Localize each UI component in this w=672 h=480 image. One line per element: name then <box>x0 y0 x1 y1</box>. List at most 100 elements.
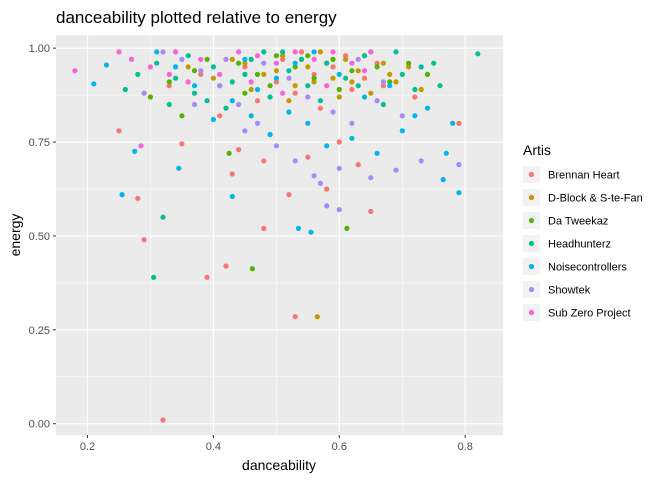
point-sub-zero-project <box>361 68 368 74</box>
point-brennan-heart <box>160 417 166 423</box>
point-d-block-s-te-fan <box>355 68 361 74</box>
point-da-tweekaz <box>249 266 255 272</box>
point-d-block-s-te-fan <box>368 90 374 96</box>
point-d-block-s-te-fan <box>210 75 216 81</box>
point-noisecontrollers <box>450 120 456 126</box>
point-brennan-heart <box>135 195 141 201</box>
point-d-block-s-te-fan <box>330 75 336 81</box>
point-noisecontrollers <box>305 120 311 126</box>
point-noisecontrollers <box>440 177 446 183</box>
point-d-block-s-te-fan <box>387 71 393 77</box>
point-showtek <box>261 60 267 66</box>
legend-key-da-tweekaz <box>528 217 535 224</box>
point-d-block-s-te-fan <box>248 86 254 93</box>
point-noisecontrollers <box>267 131 273 138</box>
point-da-tweekaz <box>204 56 210 63</box>
point-brennan-heart <box>217 113 223 119</box>
point-brennan-heart <box>141 237 147 243</box>
point-brennan-heart <box>166 83 172 89</box>
point-headhunterz <box>173 75 179 81</box>
x-tick-label: 0.2 <box>80 441 95 453</box>
point-da-tweekaz <box>191 68 198 74</box>
point-noisecontrollers <box>399 128 405 134</box>
point-headhunterz <box>418 64 424 70</box>
point-sub-zero-project <box>185 79 191 85</box>
point-d-block-s-te-fan <box>349 79 355 85</box>
point-brennan-heart <box>223 263 229 269</box>
point-headhunterz <box>361 53 368 59</box>
point-headhunterz <box>412 86 418 93</box>
point-showtek <box>349 120 355 126</box>
point-showtek <box>324 203 330 209</box>
point-brennan-heart <box>261 158 267 164</box>
point-d-block-s-te-fan <box>311 79 317 85</box>
point-d-block-s-te-fan <box>317 49 323 55</box>
point-showtek <box>141 90 147 96</box>
legend-label-d-block-s-te-fan: D-Block & S-te-Fan <box>548 193 643 205</box>
legend-label-showtek: Showtek <box>548 285 591 297</box>
point-noisecontrollers <box>308 229 314 235</box>
legend-key-sub-zero-project <box>528 309 535 316</box>
legend-label-noisecontrollers: Noisecontrollers <box>548 262 627 274</box>
point-noisecontrollers <box>210 116 216 123</box>
point-noisecontrollers <box>387 83 393 89</box>
point-brennan-heart <box>273 79 279 85</box>
legend-key-brennan-heart <box>528 171 535 178</box>
point-noisecontrollers <box>292 60 298 66</box>
point-sub-zero-project <box>147 64 153 70</box>
point-showtek <box>254 120 261 126</box>
legend-key-noisecontrollers <box>528 263 535 270</box>
point-headhunterz <box>393 49 399 55</box>
point-brennan-heart <box>361 75 368 81</box>
point-brennan-heart <box>317 105 323 111</box>
point-headhunterz <box>154 60 160 66</box>
point-showtek <box>179 56 185 63</box>
point-d-block-s-te-fan <box>336 94 342 100</box>
point-sub-zero-project <box>349 60 355 66</box>
point-headhunterz <box>305 83 311 89</box>
point-headhunterz <box>185 53 191 59</box>
point-d-block-s-te-fan <box>185 64 191 70</box>
point-brennan-heart <box>311 71 317 77</box>
point-headhunterz <box>191 90 198 96</box>
y-tick-label: 1.00 <box>29 43 50 55</box>
legend-key-headhunterz <box>528 240 535 247</box>
x-tick-label: 0.4 <box>206 441 221 453</box>
point-brennan-heart <box>412 94 418 100</box>
point-da-tweekaz <box>273 53 279 59</box>
point-showtek <box>418 158 424 164</box>
point-da-tweekaz <box>344 225 350 231</box>
point-headhunterz <box>286 68 292 74</box>
point-showtek <box>292 158 298 164</box>
point-sub-zero-project <box>173 49 179 55</box>
point-da-tweekaz <box>147 94 153 100</box>
point-da-tweekaz <box>311 75 317 81</box>
point-noisecontrollers <box>349 135 355 141</box>
legend: Brennan Heart D-Block & S-te-Fan Da Tweeka… <box>523 166 643 321</box>
point-noisecontrollers <box>229 98 235 104</box>
point-headhunterz <box>248 56 254 63</box>
point-brennan-heart <box>292 90 298 96</box>
point-headhunterz <box>223 105 229 111</box>
x-axis-ticks: 0.2 0.4 0.6 0.8 <box>80 435 473 453</box>
point-noisecontrollers <box>229 193 235 200</box>
point-sub-zero-project <box>198 56 204 63</box>
point-showtek <box>330 109 336 115</box>
point-noisecontrollers <box>91 81 97 87</box>
point-sub-zero-project <box>273 60 279 66</box>
point-headhunterz <box>324 60 330 66</box>
point-d-block-s-te-fan <box>280 53 286 59</box>
y-axis-title: energy <box>7 214 23 257</box>
point-brennan-heart <box>374 60 380 66</box>
point-noisecontrollers <box>176 165 182 171</box>
point-headhunterz <box>135 71 141 77</box>
point-brennan-heart <box>305 154 311 160</box>
point-noisecontrollers <box>286 109 292 115</box>
point-sub-zero-project <box>280 90 286 96</box>
y-axis-ticks: 0.00 0.25 0.50 0.75 1.00 <box>29 43 56 431</box>
point-noisecontrollers <box>424 105 431 111</box>
point-headhunterz <box>122 86 128 93</box>
point-noisecontrollers <box>132 148 138 154</box>
point-headhunterz <box>166 101 172 108</box>
